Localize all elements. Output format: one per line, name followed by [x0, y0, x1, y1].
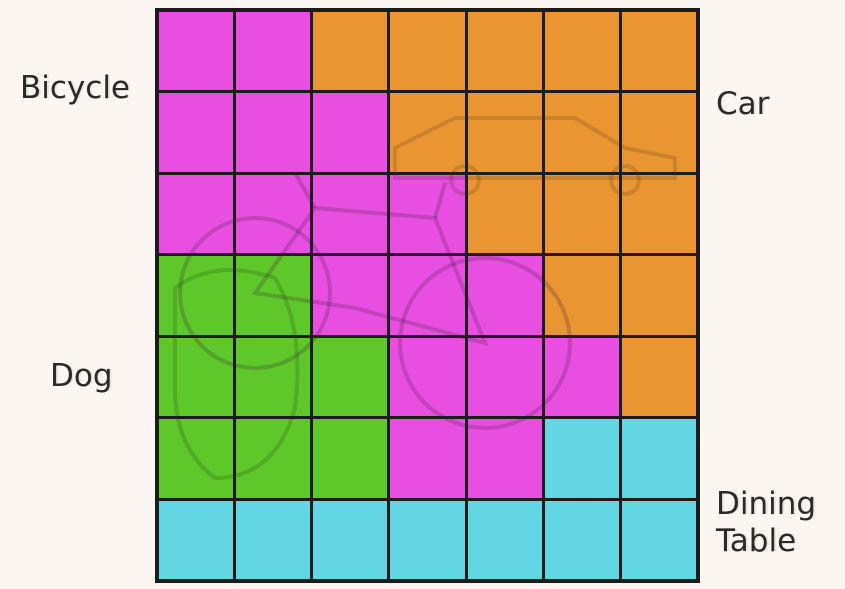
grid-cell-bicycle: [236, 93, 311, 172]
grid-cell-car: [621, 337, 696, 417]
label-dining-table: Dining Table: [716, 486, 841, 560]
grid-cell-car: [467, 12, 542, 91]
grid-cell-bicycle: [467, 419, 542, 498]
grid-cell-bicycle: [159, 174, 234, 254]
label-car: Car: [716, 86, 770, 122]
grid-cell-car: [621, 93, 696, 172]
grid-cell-bicycle: [467, 337, 542, 417]
grid-cell-dining-table: [390, 500, 465, 579]
grid-cell-car: [390, 93, 465, 172]
grid-cell-car: [467, 93, 542, 172]
grid-cell-bicycle: [390, 337, 465, 417]
grid-cell-dog: [159, 419, 234, 498]
grid-cell-dog: [159, 337, 234, 417]
grid-cell-car: [544, 256, 619, 335]
label-dining-line1: Dining: [716, 486, 817, 522]
grid-cell-bicycle: [159, 93, 234, 172]
grid-cell-car: [390, 12, 465, 91]
grid-cell-bicycle: [313, 174, 388, 254]
grid-cell-car: [544, 174, 619, 254]
grid-cell-dog: [236, 337, 311, 417]
grid-cell-car: [467, 174, 542, 254]
grid-cell-dining-table: [313, 500, 388, 579]
label-dog: Dog: [50, 358, 113, 394]
grid-cell-dining-table: [621, 500, 696, 579]
grid-cell-dog: [159, 256, 234, 335]
grid-cell-bicycle: [313, 93, 388, 172]
grid-cell-dining-table: [236, 500, 311, 579]
grid-cell-dog: [313, 337, 388, 417]
grid-cell-bicycle: [390, 419, 465, 498]
grid-cell-dog: [313, 419, 388, 498]
grid-cell-dining-table: [467, 500, 542, 579]
grid-cell-bicycle: [544, 337, 619, 417]
grid-cell-dining-table: [159, 500, 234, 579]
grid-cell-car: [621, 256, 696, 335]
grid-cell-car: [544, 93, 619, 172]
grid-cell-dog: [236, 419, 311, 498]
grid-cell-car: [621, 12, 696, 91]
grid-cell-bicycle: [390, 174, 465, 254]
grid-cell-dining-table: [544, 500, 619, 579]
grid-cell-bicycle: [390, 256, 465, 335]
grid-cell-car: [313, 12, 388, 91]
grid-cell-dining-table: [544, 419, 619, 498]
class-probability-grid: [155, 8, 700, 583]
grid-cell-bicycle: [236, 12, 311, 91]
grid-cell-bicycle: [313, 256, 388, 335]
grid-cell-car: [544, 12, 619, 91]
label-dining-line2: Table: [716, 523, 797, 560]
label-bicycle: Bicycle: [20, 70, 130, 106]
grid-cell-bicycle: [236, 174, 311, 254]
grid-cell-dining-table: [621, 419, 696, 498]
grid-cell-car: [621, 174, 696, 254]
grid-cell-bicycle: [467, 256, 542, 335]
grid-cell-bicycle: [159, 12, 234, 91]
grid-cell-dog: [236, 256, 311, 335]
